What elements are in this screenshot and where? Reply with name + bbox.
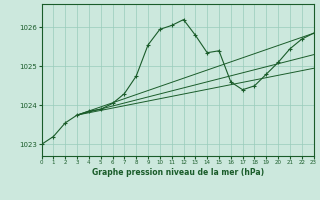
X-axis label: Graphe pression niveau de la mer (hPa): Graphe pression niveau de la mer (hPa)	[92, 168, 264, 177]
